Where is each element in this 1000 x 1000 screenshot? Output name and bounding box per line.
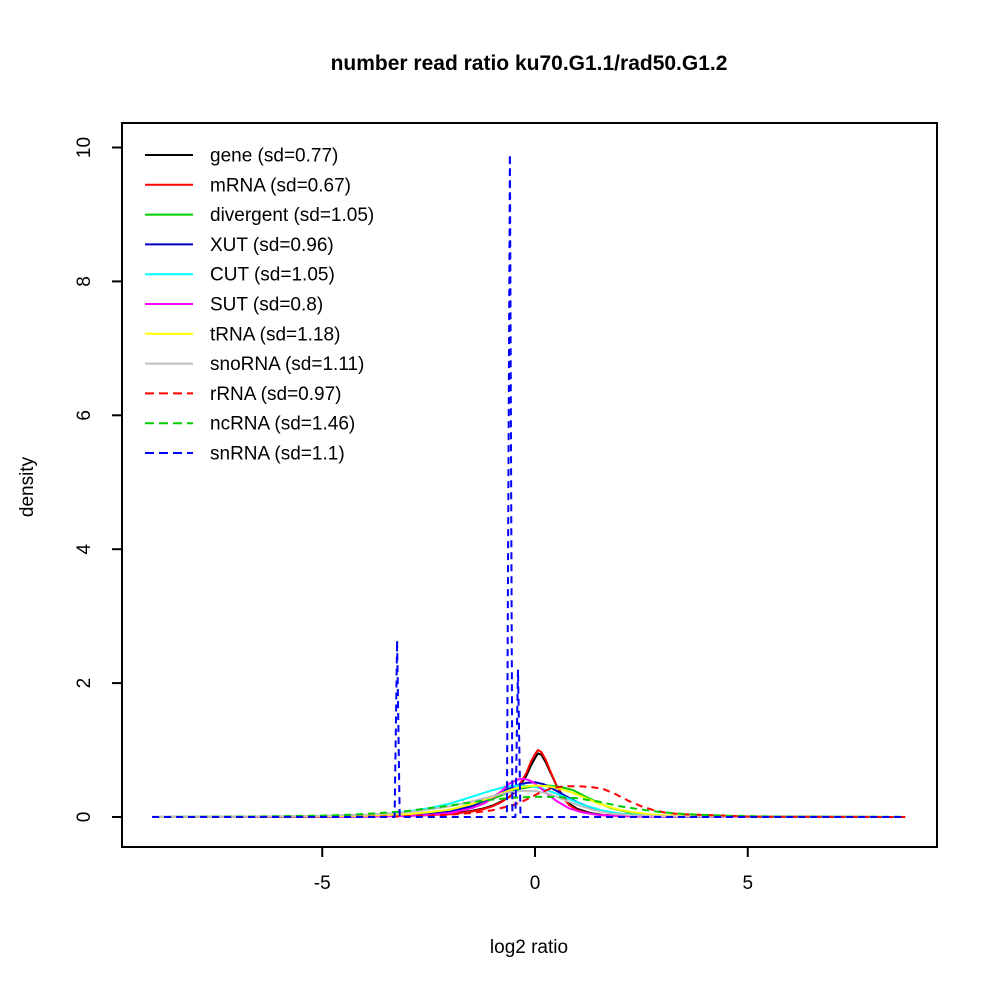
plot-box xyxy=(121,122,938,848)
y-tick-label: 4 xyxy=(74,543,95,554)
y-tick-label: 10 xyxy=(74,137,95,158)
legend-label-gene: gene (sd=0.77) xyxy=(210,146,338,167)
series-line-SUT xyxy=(152,777,906,818)
legend-label-SUT: SUT (sd=0.8) xyxy=(210,295,323,316)
x-axis-ticks: -5 0 5 xyxy=(314,847,753,894)
x-tick-label: 5 xyxy=(742,873,753,894)
series-line-snoRNA xyxy=(152,789,906,818)
series-line-rRNA xyxy=(152,785,906,818)
y-tick-label: 8 xyxy=(74,276,95,287)
y-tick-label: 0 xyxy=(74,812,95,823)
y-axis-ticks: 0 2 4 6 8 10 xyxy=(74,137,122,822)
legend-label-divergent: divergent (sd=1.05) xyxy=(210,205,374,226)
series-line-tRNA xyxy=(152,784,906,818)
density-curves xyxy=(152,153,906,818)
legend-label-snRNA: snRNA (sd=1.1) xyxy=(210,444,345,465)
y-tick-label: 2 xyxy=(74,678,95,689)
x-tick-label: 0 xyxy=(530,873,541,894)
legend-label-XUT: XUT (sd=0.96) xyxy=(210,235,334,256)
y-tick-label: 6 xyxy=(74,410,95,421)
x-axis-label: log2 ratio xyxy=(490,937,568,958)
chart-title: number read ratio ku70.G1.1/rad50.G1.2 xyxy=(331,52,728,75)
legend-label-mRNA: mRNA (sd=0.67) xyxy=(210,175,351,196)
legend-label-CUT: CUT (sd=1.05) xyxy=(210,265,335,286)
legend-label-tRNA: tRNA (sd=1.18) xyxy=(210,324,340,345)
legend: gene (sd=0.77) mRNA (sd=0.67) divergent (s… xyxy=(145,146,374,465)
y-axis-label: density xyxy=(17,456,38,517)
x-tick-label: -5 xyxy=(314,873,331,894)
series-line-ncRNA xyxy=(152,795,906,818)
legend-label-snoRNA: snoRNA (sd=1.11) xyxy=(210,354,364,375)
legend-label-rRNA: rRNA (sd=0.97) xyxy=(210,384,341,405)
legend-label-ncRNA: ncRNA (sd=1.46) xyxy=(210,414,355,435)
series-line-snRNA xyxy=(152,153,906,818)
